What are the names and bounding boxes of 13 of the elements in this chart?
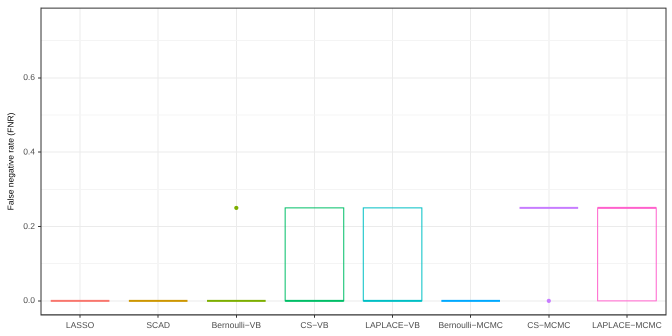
y-tick-label: 0.0: [23, 295, 36, 306]
x-tick-label: SCAD: [146, 320, 170, 330]
x-tick-label: Bernoulli−MCMC: [438, 320, 503, 330]
x-tick-label: LAPLACE−VB: [365, 320, 420, 330]
x-tick-label: Bernoulli−VB: [212, 320, 262, 330]
y-tick-label: 0.2: [23, 220, 36, 231]
x-tick-label: LAPLACE−MCMC: [592, 320, 662, 330]
y-tick-label: 0.6: [23, 72, 36, 82]
y-axis-title: False negative rate (FNR): [5, 112, 16, 210]
x-tick-label: CS−MCMC: [527, 320, 570, 330]
y-tick-label: 0.4: [23, 146, 36, 156]
x-tick-label: LASSO: [66, 320, 95, 330]
x-tick-label: CS−VB: [300, 320, 329, 330]
